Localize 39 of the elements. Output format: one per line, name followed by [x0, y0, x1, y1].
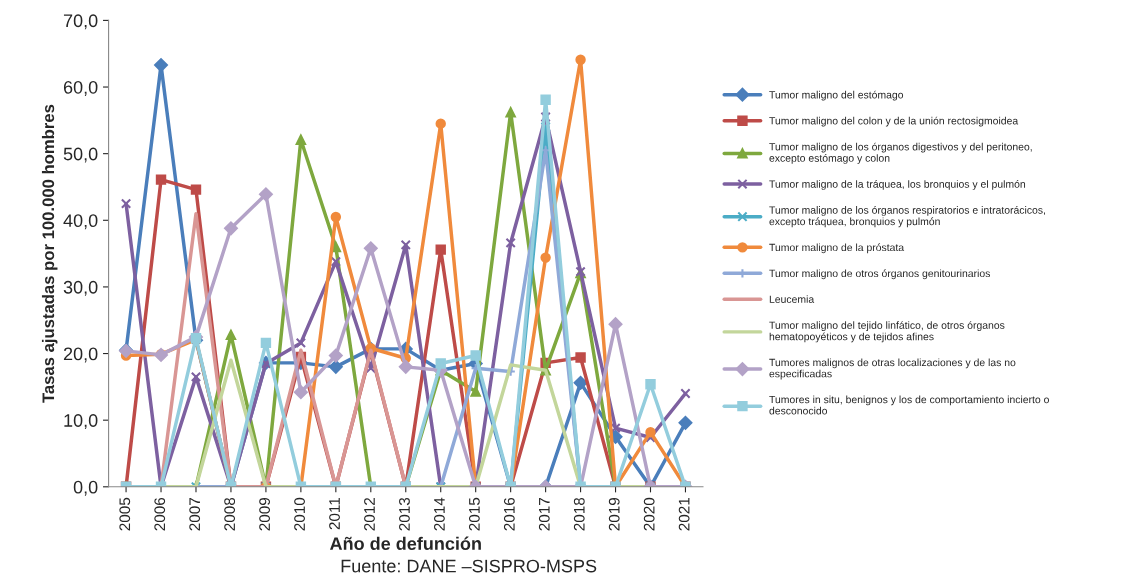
x-tick-label: 2014 — [434, 497, 445, 531]
y-tick-label: 20,0 — [63, 347, 98, 363]
x-tick-label: 2012 — [364, 497, 375, 531]
x-tick-label: 2010 — [294, 497, 305, 531]
x-tick-label: 2020 — [643, 497, 655, 531]
y-tick-label: 30,0 — [63, 280, 98, 296]
y-tick-label: 50,0 — [63, 147, 98, 163]
x-tick-label: 2019 — [608, 497, 620, 531]
y-tick-label: 40,0 — [63, 214, 98, 230]
legend-label: Tumor maligno del colon y de la unión rectosigmoidea — [769, 116, 1019, 127]
legend-label: Tumor maligno de la tráquea, los bronquios y el pulmón — [769, 180, 1026, 190]
legend-label: Tumor maligno de los órganos respiratorios e intratorácicos, excepto tráquea, bronquios y pulmón — [769, 205, 1045, 228]
x-tick-label: 2017 — [538, 497, 550, 531]
x-tick-label: 2021 — [678, 497, 690, 531]
x-tick-label: 2008 — [224, 497, 236, 531]
source-note: Fuente: DANE –SISPRO-MSPS — [341, 559, 597, 573]
x-tick-label: 2018 — [573, 497, 585, 531]
legend-label: Tumor maligno de los órganos digestivos y del peritoneo, excepto estómago y colon — [769, 142, 1032, 164]
y-tick-label: 10,0 — [64, 414, 98, 430]
x-tick-label: 2005 — [119, 497, 131, 531]
legend-label: Tumor maligno del tejido linfático, de otros órganos hematopoyéticos y de tejidos afines — [769, 321, 1005, 343]
x-tick-label: 2015 — [468, 497, 480, 531]
x-tick-label: 2011 — [329, 497, 340, 530]
y-tick-label: 0,0 — [73, 480, 98, 496]
legend-label: Tumor maligno del estómago — [769, 90, 904, 101]
legend-label: Tumor maligno de otros órganos genitourinarios — [769, 269, 990, 280]
legend-label: Leucemia — [769, 295, 815, 303]
y-tick-label: 70,0 — [63, 14, 98, 30]
legend-label: Tumores malignos de otras localizaciones y de las no especificadas — [769, 358, 1016, 380]
x-tick-label: 2013 — [399, 497, 410, 531]
x-axis-title: Año de defunción — [329, 536, 481, 551]
x-tick-label: 2006 — [154, 497, 166, 531]
x-tick-label: 2007 — [189, 497, 201, 531]
legend-label: Tumores in situ, benignos y los de comportamiento incierto o desconocido — [769, 395, 1049, 415]
x-tick-label: 2009 — [259, 497, 271, 531]
y-axis-title: Tasas ajustadas por 100.000 hombres — [41, 104, 58, 403]
x-tick-label: 2016 — [503, 497, 515, 531]
legend-label: Tumor maligno de la próstata — [769, 243, 905, 254]
y-tick-label: 60,0 — [63, 80, 98, 96]
